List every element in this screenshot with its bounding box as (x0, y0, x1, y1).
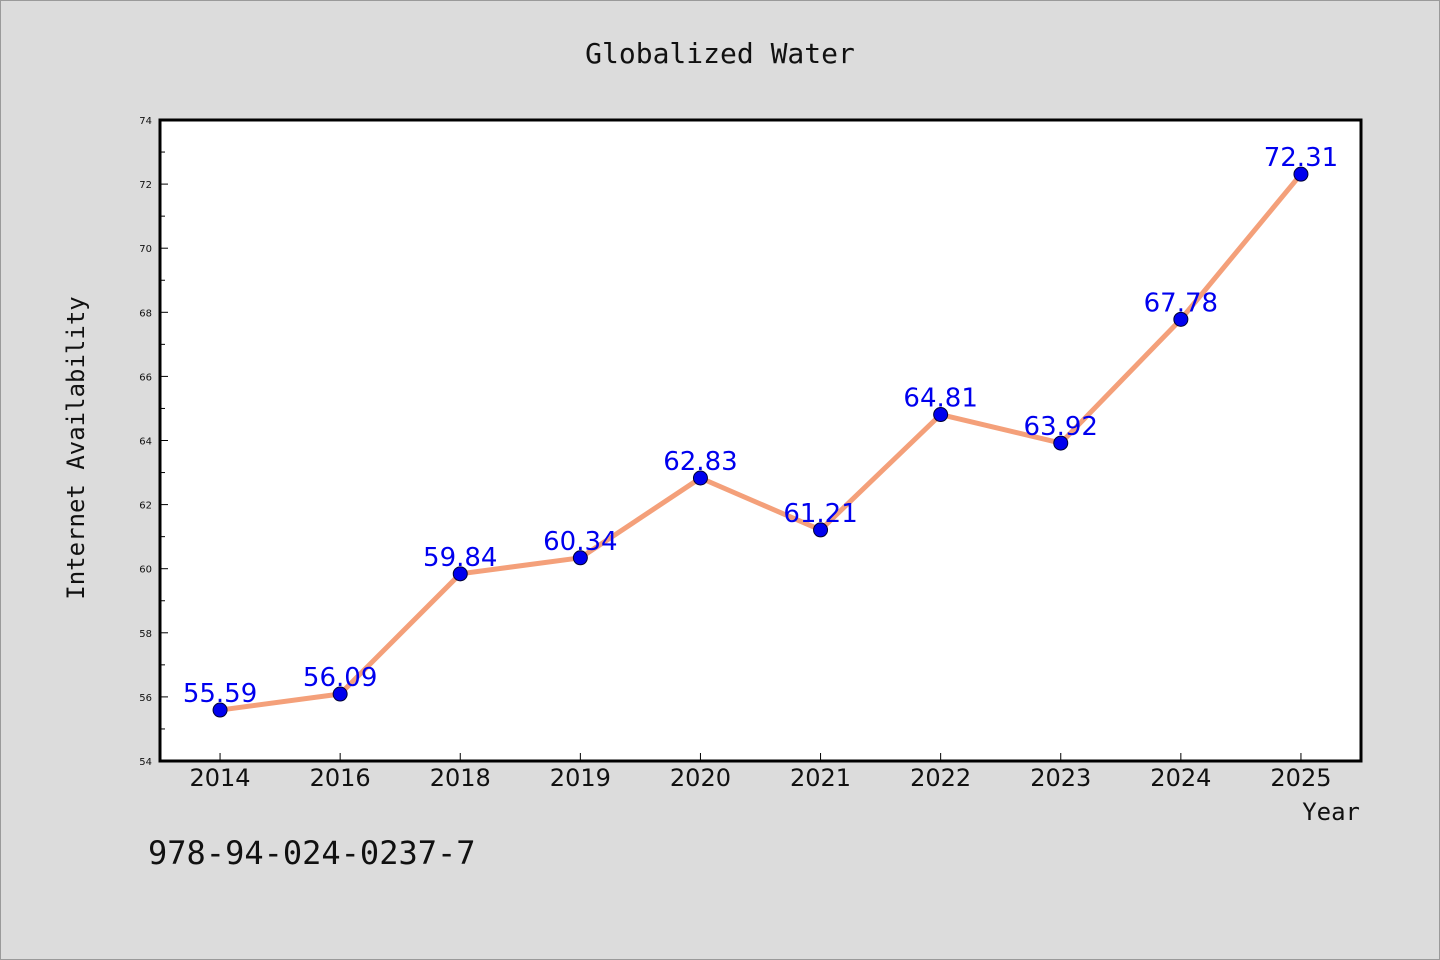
y-tick-label: 60 (139, 565, 152, 576)
data-label: 61.21 (783, 499, 857, 529)
data-label: 64.81 (903, 384, 977, 414)
y-tick-label: 58 (139, 629, 152, 640)
data-label: 67.78 (1144, 288, 1218, 318)
y-tick-label: 54 (139, 757, 152, 768)
data-point (212, 702, 228, 718)
series-line-group (217, 171, 1304, 713)
chart-title: Globalized Water (585, 37, 855, 70)
y-tick-label: 62 (139, 501, 152, 512)
data-label: 60.34 (543, 527, 617, 557)
series-line (217, 171, 1304, 713)
data-point (1293, 166, 1309, 182)
plot-area (158, 118, 1363, 763)
data-points (212, 166, 1309, 718)
y-tick-label: 68 (139, 308, 152, 319)
y-axis-ticks: 54 56 58 60 62 64 66 68 70 72 74 (139, 116, 168, 768)
x-tick-label: 2014 (190, 764, 251, 792)
data-label: 62.83 (663, 447, 737, 477)
y-tick-label: 56 (139, 693, 152, 704)
data-label: 72.31 (1264, 143, 1338, 173)
x-tick-label: 2023 (1030, 764, 1091, 792)
x-tick-label: 2018 (430, 764, 491, 792)
x-tick-label: 2020 (670, 764, 731, 792)
x-tick-label: 2025 (1270, 764, 1331, 792)
data-label: 59.84 (423, 543, 497, 573)
data-point (813, 522, 829, 538)
y-tick-label: 64 (139, 437, 152, 448)
x-tick-label: 2021 (790, 764, 851, 792)
data-point (1053, 435, 1069, 451)
y-tick-label: 70 (139, 244, 152, 255)
x-tick-label: 2022 (910, 764, 971, 792)
y-tick-label: 74 (139, 116, 152, 127)
data-label: 63.92 (1024, 412, 1098, 442)
data-point (1173, 311, 1189, 327)
data-label: 55.59 (183, 679, 257, 709)
x-axis-ticks: 2014 2016 2018 2019 2020 2021 2022 2023 2024 2025 (190, 753, 1331, 792)
data-point (452, 566, 468, 582)
data-point (933, 407, 949, 423)
x-axis-label: Year (1302, 798, 1360, 826)
x-tick-label: 2019 (550, 764, 611, 792)
data-point (692, 470, 708, 486)
data-labels: 55.59 56.09 59.84 60.34 62.83 61.21 64.81 63.92… (183, 143, 1338, 709)
data-label: 56.09 (303, 663, 377, 693)
data-point (332, 686, 348, 702)
data-point (572, 550, 588, 566)
y-tick-label: 72 (139, 180, 152, 191)
footer-isbn-text: 978-94-024-0237-7 (148, 834, 476, 872)
y-axis-label: Internet Availability (62, 296, 90, 599)
x-tick-label: 2024 (1150, 764, 1211, 792)
x-tick-label: 2016 (310, 764, 371, 792)
y-tick-label: 66 (139, 372, 152, 383)
